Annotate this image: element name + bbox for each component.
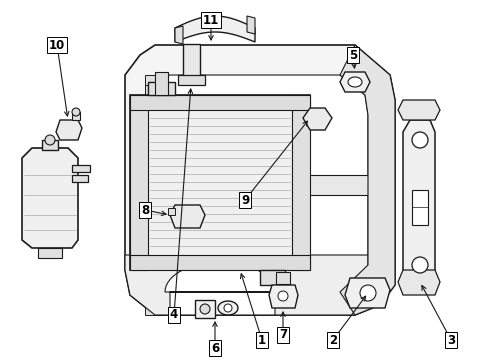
Text: 2: 2 xyxy=(329,333,337,346)
Polygon shape xyxy=(195,300,215,318)
Ellipse shape xyxy=(348,77,362,87)
Polygon shape xyxy=(276,272,290,284)
Polygon shape xyxy=(183,44,200,80)
Polygon shape xyxy=(130,255,310,270)
Text: 3: 3 xyxy=(447,333,455,346)
Polygon shape xyxy=(38,248,62,258)
Polygon shape xyxy=(145,85,165,110)
Polygon shape xyxy=(269,285,298,308)
Circle shape xyxy=(200,304,210,314)
Circle shape xyxy=(72,108,80,116)
Circle shape xyxy=(278,291,288,301)
Polygon shape xyxy=(130,95,310,270)
Polygon shape xyxy=(145,175,368,195)
Polygon shape xyxy=(403,120,435,282)
Polygon shape xyxy=(130,95,310,110)
Text: 1: 1 xyxy=(258,333,266,346)
Polygon shape xyxy=(218,301,238,315)
Text: 11: 11 xyxy=(203,14,219,27)
Polygon shape xyxy=(247,16,255,34)
Text: 4: 4 xyxy=(170,309,178,321)
Circle shape xyxy=(412,132,428,148)
Polygon shape xyxy=(155,72,168,95)
Polygon shape xyxy=(170,205,205,228)
Polygon shape xyxy=(398,100,440,120)
Circle shape xyxy=(412,257,428,273)
Text: 8: 8 xyxy=(141,203,149,216)
Text: 7: 7 xyxy=(279,328,287,342)
Polygon shape xyxy=(145,75,368,292)
Polygon shape xyxy=(168,208,175,215)
Polygon shape xyxy=(340,72,370,92)
Polygon shape xyxy=(148,220,170,248)
Polygon shape xyxy=(22,148,78,248)
Text: 6: 6 xyxy=(211,342,219,355)
Polygon shape xyxy=(148,82,175,95)
Polygon shape xyxy=(145,75,165,315)
Polygon shape xyxy=(42,140,58,150)
Polygon shape xyxy=(72,165,90,172)
Polygon shape xyxy=(125,45,395,315)
Polygon shape xyxy=(398,270,440,295)
Polygon shape xyxy=(292,95,310,270)
Polygon shape xyxy=(345,278,390,308)
Polygon shape xyxy=(178,75,205,85)
Polygon shape xyxy=(56,120,82,140)
Text: 10: 10 xyxy=(49,39,65,51)
Circle shape xyxy=(224,304,232,312)
Polygon shape xyxy=(175,16,255,42)
Polygon shape xyxy=(165,262,275,315)
Polygon shape xyxy=(412,190,428,225)
Polygon shape xyxy=(72,175,88,182)
Text: 5: 5 xyxy=(349,49,357,62)
Text: 9: 9 xyxy=(241,194,249,207)
Polygon shape xyxy=(175,26,183,44)
Polygon shape xyxy=(72,112,80,120)
Polygon shape xyxy=(303,108,332,130)
Circle shape xyxy=(360,285,376,301)
Polygon shape xyxy=(130,95,148,270)
Polygon shape xyxy=(125,255,368,315)
Polygon shape xyxy=(260,270,285,285)
Circle shape xyxy=(45,135,55,145)
Polygon shape xyxy=(340,45,395,315)
